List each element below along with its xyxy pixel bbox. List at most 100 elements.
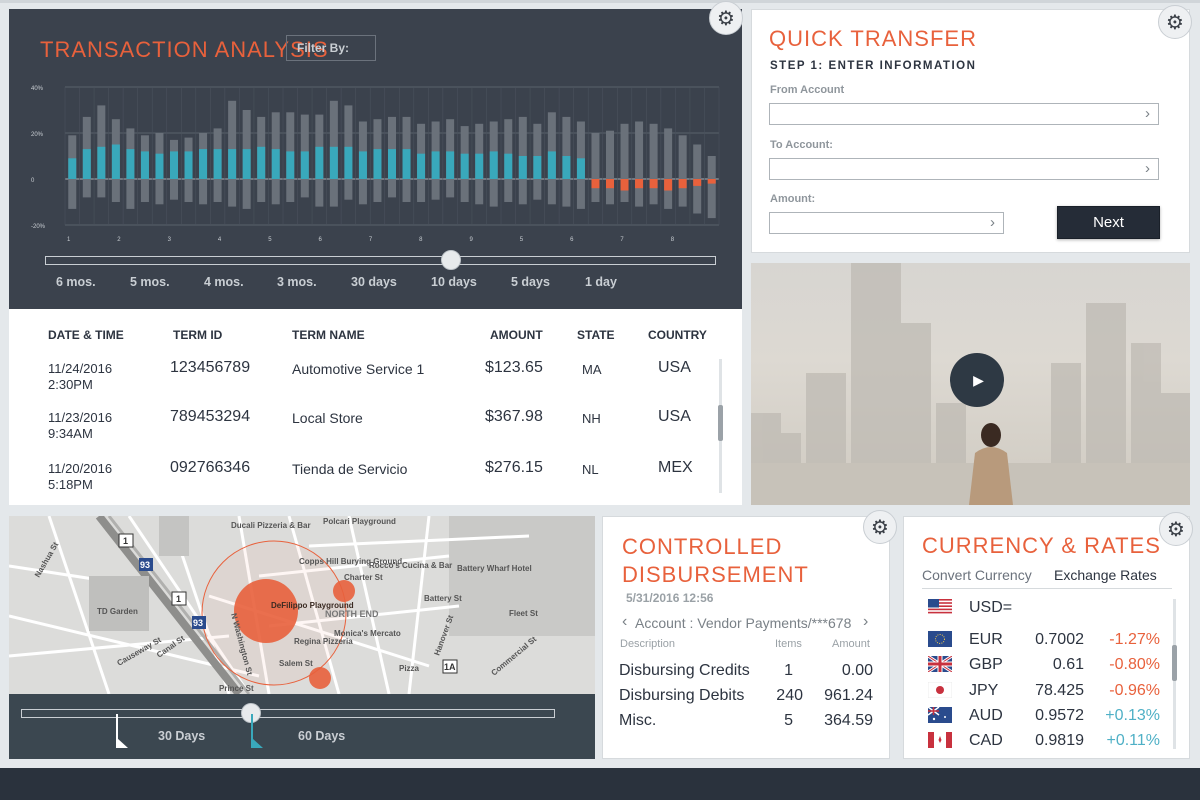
x-tick-label: 9 [469, 237, 473, 243]
map-label: Pizza [399, 664, 420, 673]
account-selector[interactable]: Account : Vendor Payments/***678 [635, 615, 852, 631]
table-row-term-id: 789453294 [170, 408, 251, 425]
route-shield: 1 [123, 536, 128, 546]
chevron-right-icon[interactable]: › [863, 613, 869, 630]
value-bar [170, 151, 178, 179]
start-flag-icon[interactable] [117, 738, 128, 748]
disbursement-items: 1 [784, 662, 793, 679]
column-header-amount: Amount [832, 638, 870, 650]
exchange-rate: 0.7002 [1035, 631, 1084, 648]
filter-by-dropdown[interactable]: Filter By: [286, 35, 376, 61]
step-heading: STEP 1: ENTER INFORMATION [770, 60, 977, 72]
route-shield: 1A [444, 662, 456, 672]
eu-flag-icon [928, 631, 952, 647]
transaction-analysis-panel: TRANSACTION ANALYSIS Filter By: 40% 20% 0 -… [9, 9, 742, 309]
column-header-term-id: TERM ID [173, 328, 223, 342]
end-flag-icon[interactable] [252, 738, 263, 748]
value-bar [140, 151, 149, 179]
map-label: Copps Hill Burying Ground [299, 557, 402, 566]
australia-flag-icon [928, 707, 952, 723]
time-range-slider-handle[interactable] [441, 250, 461, 270]
table-row-country: USA [658, 408, 691, 425]
to-account-select[interactable]: › [769, 158, 1159, 180]
gear-icon[interactable]: ⚙ [863, 510, 897, 544]
canada-flag-icon [928, 732, 952, 748]
map-time-slider[interactable] [21, 709, 555, 718]
chevron-right-icon: › [1145, 105, 1150, 122]
y-tick-label: -20% [31, 224, 46, 230]
gear-icon[interactable]: ⚙ [709, 1, 743, 35]
map-label: Fleet St [509, 609, 538, 618]
currency-code: AUD [969, 707, 1003, 724]
map-label: Battery Wharf Hotel [457, 564, 532, 573]
table-row-state: MA [582, 362, 602, 377]
promo-video[interactable]: ▶ [751, 263, 1190, 505]
range-label-3mos[interactable]: 3 mos. [277, 275, 317, 289]
top-strip [0, 0, 1200, 3]
currency-code: GBP [969, 656, 1003, 673]
column-header-state: STATE [577, 328, 615, 342]
value-bar [591, 179, 600, 189]
play-button[interactable]: ▶ [950, 353, 1004, 407]
value-bar [388, 149, 396, 179]
range-label-4mos[interactable]: 4 mos. [204, 275, 244, 289]
value-bar [475, 153, 484, 179]
transactions-table: DATE & TIME TERM ID TERM NAME AMOUNT STA… [9, 309, 742, 505]
amount-field[interactable]: › [769, 212, 1004, 234]
gear-icon[interactable]: ⚙ [1159, 512, 1193, 546]
uk-flag-icon [928, 656, 952, 672]
table-row-amount: $276.15 [485, 459, 543, 476]
gear-icon[interactable]: ⚙ [1158, 5, 1192, 39]
value-bar [97, 146, 106, 179]
range-label-5days[interactable]: 5 days [511, 275, 550, 289]
table-row-term-name: Tienda de Servicio [292, 461, 408, 477]
exchange-rate: 78.425 [1035, 682, 1084, 699]
x-tick-label: 8 [671, 237, 675, 243]
route-shield: 93 [140, 560, 150, 570]
exchange-rate: 0.9819 [1035, 732, 1084, 749]
value-bar [199, 149, 208, 179]
currency-code: EUR [969, 631, 1003, 648]
value-bar [431, 151, 440, 179]
range-label-1day[interactable]: 1 day [585, 275, 617, 289]
range-bar [649, 123, 658, 205]
value-bar [126, 149, 135, 179]
city-skyline-image [751, 263, 1190, 505]
table-row-term-id: 123456789 [170, 359, 251, 376]
table-row-date: 11/23/2016 9:34AM [48, 410, 113, 441]
route-shield: 1 [176, 594, 181, 604]
value-bar [344, 146, 353, 179]
range-bar [591, 133, 600, 202]
rate-change: +0.13% [1105, 707, 1160, 724]
x-tick-label: 6 [570, 237, 574, 243]
range-label-5mos[interactable]: 5 mos. [130, 275, 170, 289]
range-bar [678, 135, 687, 207]
chevron-left-icon[interactable]: ‹ [622, 613, 628, 630]
panel-title: QUICK TRANSFER [769, 26, 977, 51]
map-label: Prince St [219, 684, 254, 693]
range-label-10days[interactable]: 10 days [431, 275, 477, 289]
transaction-cluster-marker[interactable] [309, 667, 331, 689]
x-tick-label: 5 [268, 237, 272, 243]
table-row-country: MEX [658, 459, 693, 476]
value-bar [707, 179, 716, 184]
next-button[interactable]: Next [1057, 206, 1160, 239]
panel-title: CURRENCY & RATES [922, 533, 1161, 558]
rates-scrollbar-thumb[interactable] [1172, 645, 1177, 681]
map-canvas: TD Garden Ducali Pizzeria & Bar Copps Hi… [9, 516, 595, 697]
value-bar [271, 149, 280, 179]
range-label-6mos[interactable]: 6 mos. [56, 275, 96, 289]
transaction-cluster-marker[interactable] [333, 580, 355, 602]
rate-change: -0.80% [1109, 656, 1160, 673]
transaction-map[interactable]: TD Garden Ducali Pizzeria & Bar Copps Hi… [9, 516, 595, 759]
from-account-select[interactable]: › [769, 103, 1159, 125]
controlled-disbursement-panel: CONTROLLED DISBURSEMENT 5/31/2016 12:56 ‹… [602, 516, 890, 759]
table-scrollbar-thumb[interactable] [718, 405, 723, 441]
map-label: Battery St [424, 594, 462, 603]
time-range-slider[interactable] [45, 256, 716, 265]
tab-exchange-rates[interactable]: Exchange Rates [1054, 567, 1157, 583]
rate-change: +0.11% [1106, 732, 1160, 749]
transaction-cluster-marker[interactable] [234, 579, 298, 643]
tab-convert-currency[interactable]: Convert Currency [922, 567, 1032, 583]
range-label-30days[interactable]: 30 days [351, 275, 397, 289]
